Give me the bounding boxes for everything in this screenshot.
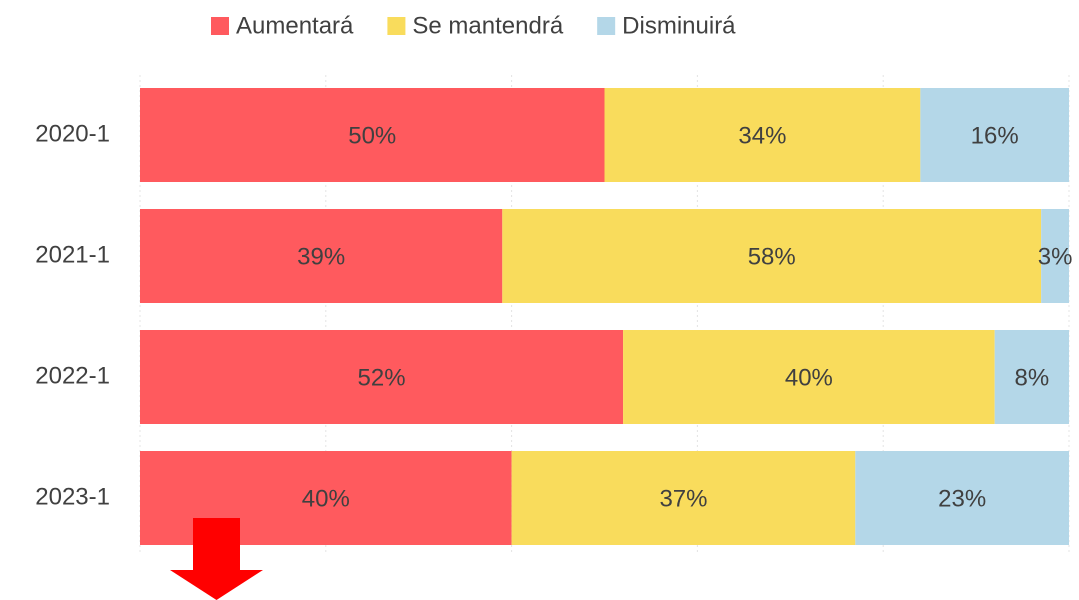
y-tick-label: 2023-1 <box>35 483 110 510</box>
data-label: 39% <box>297 243 345 270</box>
data-label: 3% <box>1038 243 1073 270</box>
bar-segment <box>604 88 921 182</box>
legend-swatch <box>597 17 616 35</box>
bar-segment <box>140 88 605 182</box>
data-label: 58% <box>748 243 796 270</box>
bar-segment <box>994 330 1069 424</box>
bar-segment <box>623 330 995 424</box>
bar-segment <box>140 209 503 303</box>
legend: Aumentará Se mantendrá Disminuirá <box>211 12 736 39</box>
arrow-head <box>170 570 263 600</box>
data-label: 34% <box>738 122 786 149</box>
bar-segment <box>140 330 624 424</box>
data-label: 16% <box>971 122 1019 149</box>
data-label: 37% <box>659 485 707 512</box>
data-label: 40% <box>785 364 833 391</box>
y-tick-label: 2021-1 <box>35 241 110 268</box>
y-tick-label: 2020-1 <box>35 120 110 147</box>
y-tick-label: 2022-1 <box>35 362 110 389</box>
legend-swatch <box>387 17 406 35</box>
bar-segment <box>855 451 1069 545</box>
data-label: 50% <box>348 122 396 149</box>
bar-segment <box>920 88 1069 182</box>
legend-label: Disminuirá <box>622 12 736 39</box>
data-label: 23% <box>938 485 986 512</box>
legend-label: Se mantendrá <box>412 12 563 39</box>
bar-segment <box>511 451 856 545</box>
legend-swatch <box>211 17 229 35</box>
legend-label: Aumentará <box>236 12 354 39</box>
data-label: 52% <box>358 364 406 391</box>
arrow <box>170 518 263 600</box>
bar-segment <box>1041 209 1069 303</box>
bar-segment <box>502 209 1042 303</box>
arrow-body <box>193 518 240 572</box>
bars: 2020-1 50% 34% 16% 2021-1 39% 58% 3% 2022-1 52% 40… <box>35 88 1072 545</box>
data-label: 40% <box>302 485 350 512</box>
data-label: 8% <box>1014 364 1049 391</box>
